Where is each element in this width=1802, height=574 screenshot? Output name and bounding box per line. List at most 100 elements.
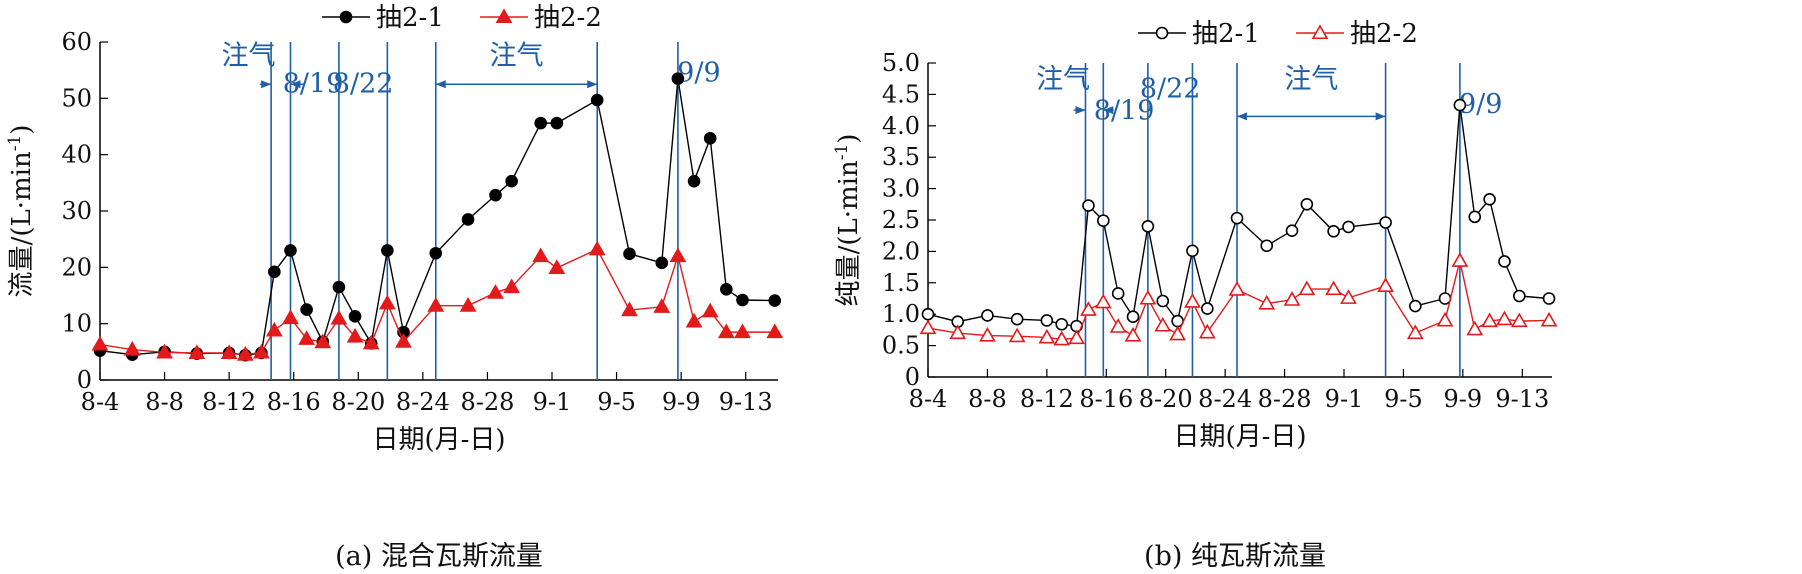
data-point (461, 213, 475, 226)
data-point (268, 265, 281, 279)
data-point (348, 310, 362, 323)
x-tick-label: 9-1 (1325, 385, 1364, 413)
data-point (505, 174, 518, 188)
legend-label: 抽2-1 (376, 3, 444, 33)
data-point (1094, 293, 1112, 309)
data-point (1126, 310, 1140, 324)
data-point (1156, 294, 1170, 308)
data-point (300, 303, 313, 316)
y-tick-label: 50 (61, 84, 92, 112)
data-point (701, 302, 719, 318)
data-point (1409, 299, 1422, 313)
x-tick-label: 8-28 (460, 388, 514, 416)
y-tick-label: 40 (61, 141, 92, 169)
data-point (734, 323, 751, 339)
y-axis-title: 纯量/(L·min-1) (832, 134, 864, 307)
data-point (265, 321, 283, 337)
event-arrow-head (587, 80, 598, 89)
data-point (1542, 292, 1556, 305)
data-point (1053, 330, 1071, 346)
data-point (188, 344, 206, 360)
x-tick-label: 8-24 (1198, 385, 1252, 413)
data-point (736, 293, 749, 307)
event-annotation: 9/9 (1459, 89, 1502, 120)
data-point (1201, 302, 1214, 315)
y-tick-label: 3.5 (882, 143, 920, 171)
series-1 (921, 98, 1556, 333)
data-point (1228, 281, 1246, 296)
data-point (1008, 327, 1026, 343)
data-point (1080, 301, 1097, 316)
data-point (623, 247, 636, 261)
data-point (550, 116, 564, 130)
data-point (1300, 198, 1314, 211)
data-point (1154, 316, 1172, 332)
x-tick-label: 8-12 (202, 388, 256, 416)
data-point (768, 294, 782, 307)
event-arrow-head (261, 80, 272, 89)
legend: 抽2-1 抽2-2 (1138, 19, 1418, 49)
y-tick-label: 4.5 (882, 80, 920, 108)
event-arrow-head (1237, 112, 1248, 121)
event-annotation: 8/22 (1140, 74, 1201, 105)
y-axis-title-sup: -1 (832, 144, 852, 161)
data-point (1453, 98, 1467, 112)
data-point (653, 298, 671, 313)
event-arrow-head (1375, 112, 1386, 121)
legend-marker (1155, 26, 1169, 40)
y-tick-label: 4.0 (882, 112, 920, 140)
legend-label: 抽2-1 (1192, 19, 1260, 49)
data-point (1481, 312, 1498, 328)
series-line (99, 78, 775, 356)
y-tick-label: 2.0 (882, 237, 920, 265)
data-point (429, 246, 443, 260)
x-tick-label: 9-13 (719, 388, 773, 416)
data-point (1169, 325, 1186, 341)
data-point (1230, 211, 1244, 225)
data-point (1068, 329, 1085, 345)
data-point (1436, 311, 1454, 327)
data-point (1111, 287, 1125, 300)
x-tick-label: 8-4 (909, 385, 948, 413)
data-point (981, 309, 994, 322)
data-point (362, 334, 380, 350)
legend-label: 抽2-2 (534, 3, 602, 33)
data-point (1010, 312, 1024, 326)
data-point (921, 307, 935, 321)
y-axis-title: 流量/(L·min-1) (5, 125, 37, 298)
data-point (332, 280, 346, 294)
data-point (427, 297, 445, 312)
event-annotation: 8/19 (1094, 96, 1155, 127)
data-point (253, 343, 270, 359)
event-annotation: 8/22 (333, 69, 394, 100)
event-arrow-head (290, 80, 301, 89)
data-point (220, 344, 238, 360)
series-2 (91, 240, 784, 361)
data-point (532, 247, 550, 263)
data-point (1184, 293, 1201, 308)
data-point (1298, 280, 1316, 296)
x-tick-label: 8-4 (81, 388, 120, 416)
y-axis-title-sup: -1 (5, 135, 25, 152)
data-point (489, 188, 502, 202)
data-point (919, 319, 937, 335)
x-tick-label: 8-20 (1139, 385, 1193, 413)
x-tick-label: 8-8 (968, 385, 1007, 413)
event-annotation: 8/19 (283, 69, 344, 100)
event-arrow-head (1103, 106, 1114, 115)
data-point (1496, 310, 1513, 326)
data-point (487, 284, 504, 299)
data-point (548, 259, 566, 274)
data-point (1451, 252, 1469, 267)
y-tick-label: 30 (61, 197, 92, 225)
data-point (621, 301, 638, 317)
x-tick-label: 8-24 (396, 388, 450, 416)
series-line (927, 260, 1550, 341)
data-point (284, 244, 297, 257)
data-point (590, 93, 604, 107)
data-point (1340, 289, 1357, 304)
data-point (1466, 320, 1484, 336)
y-tick-label: 0 (905, 363, 920, 391)
data-point (1124, 326, 1142, 342)
